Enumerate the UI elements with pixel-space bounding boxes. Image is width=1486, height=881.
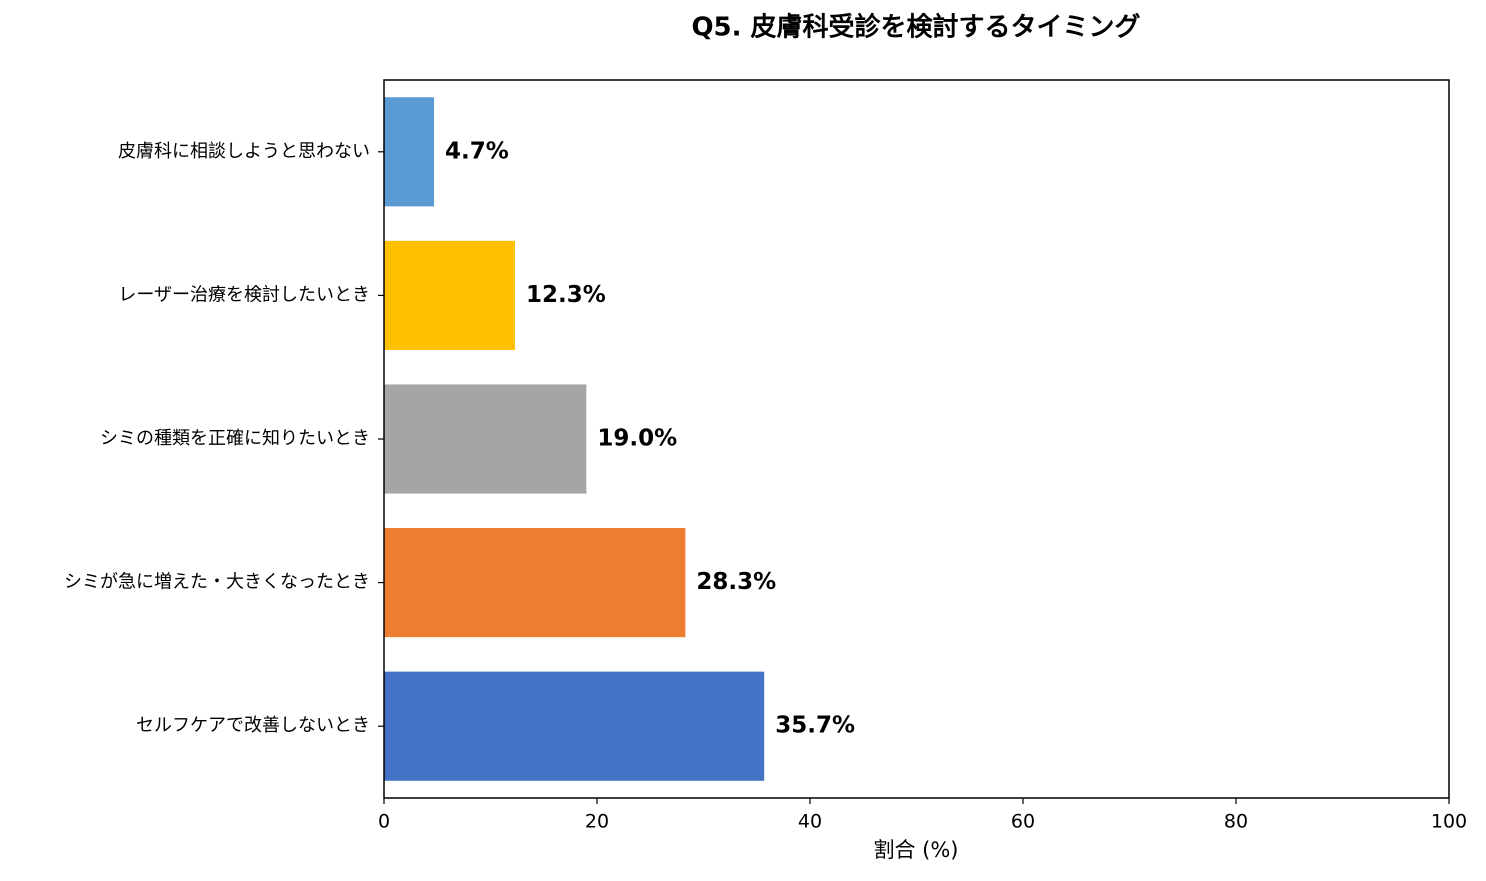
y-tick-label: 皮膚科に相談しようと思わない (118, 141, 370, 162)
x-axis-label: 割合 (%) (873, 838, 958, 862)
y-tick-label: シミが急に増えた・大きくなったとき (64, 572, 370, 593)
x-tick-label: 0 (378, 811, 390, 833)
x-tick-label: 60 (1011, 811, 1035, 833)
value-label: 28.3% (696, 569, 776, 595)
y-tick-label: シミの種類を正確に知りたいとき (100, 428, 370, 449)
x-tick-label: 20 (585, 811, 609, 833)
y-tick-label: セルフケアで改善しないとき (136, 715, 370, 736)
value-label: 35.7% (775, 713, 855, 739)
bar (384, 671, 765, 781)
value-label: 12.3% (526, 282, 606, 308)
bar (384, 240, 515, 350)
value-label: 19.0% (597, 426, 677, 452)
bar (384, 528, 686, 638)
x-tick-label: 40 (798, 811, 822, 833)
bar (384, 97, 435, 207)
value-label: 4.7% (445, 138, 509, 164)
x-tick-label: 80 (1224, 811, 1248, 833)
plot-frame (383, 79, 1450, 799)
x-tick-label: 100 (1431, 811, 1467, 833)
bar (384, 384, 587, 494)
chart-title: Q5. 皮膚科受診を検討するタイミング (691, 12, 1140, 43)
y-tick-label: レーザー治療を検討したいとき (118, 284, 370, 305)
